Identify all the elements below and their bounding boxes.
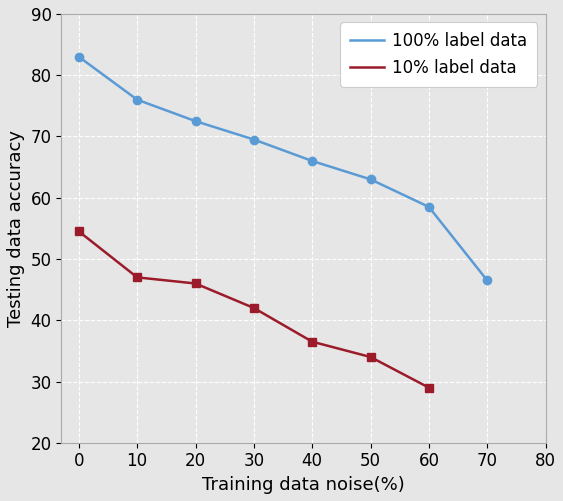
- Y-axis label: Testing data accuracy: Testing data accuracy: [7, 130, 25, 327]
- 100% label data: [192, 118, 199, 124]
- 100% label data: [75, 54, 82, 60]
- 10% label data: [75, 228, 82, 234]
- 10% label data: [309, 339, 316, 345]
- 100% label data: [484, 278, 490, 284]
- 100% label data: [251, 137, 257, 143]
- 100% label data: [367, 176, 374, 182]
- 100% label data: [134, 97, 141, 103]
- 10% label data: [367, 354, 374, 360]
- 10% label data: [192, 281, 199, 287]
- 100% label data: [426, 204, 432, 210]
- 100% label data: [309, 158, 316, 164]
- Line: 10% label data: 10% label data: [75, 227, 433, 392]
- Legend: 100% label data, 10% label data: 100% label data, 10% label data: [341, 22, 537, 87]
- X-axis label: Training data noise(%): Training data noise(%): [202, 476, 405, 494]
- Line: 100% label data: 100% label data: [75, 53, 491, 285]
- 10% label data: [134, 275, 141, 281]
- 10% label data: [426, 385, 432, 391]
- 10% label data: [251, 305, 257, 311]
